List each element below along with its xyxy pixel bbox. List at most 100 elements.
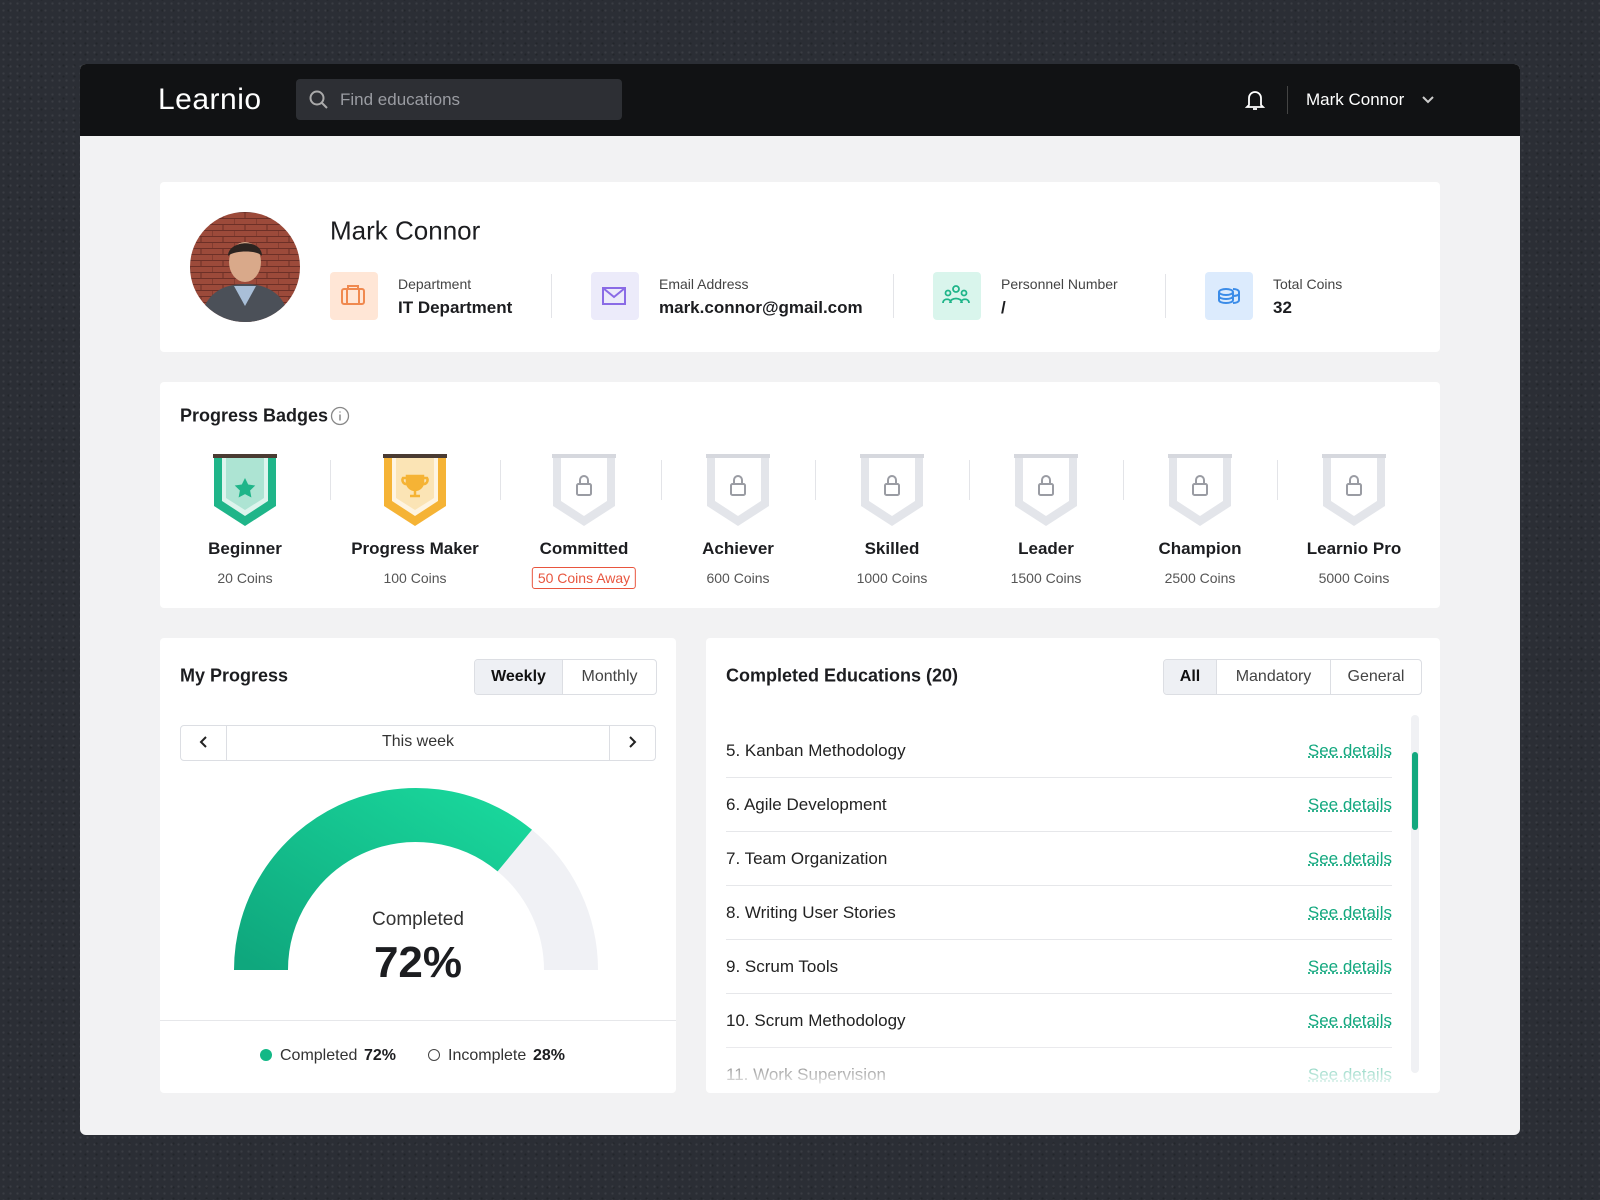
field-value: mark.connor@gmail.com [659,298,863,317]
badge-coins: 1000 Coins [856,570,928,586]
legend-dot [260,1049,272,1061]
badge-icon[interactable] [552,454,616,528]
scroll-thumb[interactable] [1412,752,1418,830]
badge-icon[interactable] [860,454,924,528]
field-icon [933,272,981,320]
badges-card [160,382,1440,608]
tab[interactable]: All [1164,660,1216,694]
gauge-arc [234,788,532,971]
field-label: Email Address [659,276,749,292]
period: This week [381,733,455,750]
gauge-arc [497,829,598,971]
badge-name: Achiever [702,539,774,558]
badge-icon[interactable] [1322,454,1386,528]
see-details[interactable]: See details [1307,849,1392,868]
education-list: 5. Kanban Methodology See details 6. Agile… [726,724,1392,1090]
badge-coins: 2500 Coins [1164,570,1236,586]
legend-value: 72% [364,1047,397,1064]
chevron[interactable] [1420,92,1436,108]
badge-coins: 100 Coins [383,570,447,586]
search-placeholder: Find educations [340,90,461,109]
field-value: IT Department [398,298,513,317]
list-fade [726,1040,1392,1090]
search-box[interactable] [296,79,622,120]
divider [661,460,662,500]
legend-name: Completed [280,1047,358,1064]
badge-coins: 50 Coins Away [531,567,637,589]
badge-coins: 20 Coins [217,570,273,586]
field-label: Department [398,276,472,292]
scrollbar[interactable] [1411,715,1419,1073]
badge-icon[interactable] [1168,454,1232,528]
row-divider [726,939,1392,940]
education-name: 9. Scrum Tools [726,957,839,976]
profile-card [160,182,1440,352]
bell-icon[interactable] [1244,88,1266,112]
row-divider [726,993,1392,994]
badge-name: Champion [1158,539,1242,558]
nav-divider [226,726,227,760]
avatar [190,212,300,322]
see-details[interactable]: See details [1307,903,1392,922]
badge-icon[interactable] [706,454,770,528]
see-details[interactable]: See details [1307,795,1392,814]
logo[interactable]: Learnio [158,83,262,116]
row-divider [726,777,1392,778]
education-name: 8. Writing User Stories [726,903,896,922]
badge-coins: 1500 Coins [1010,570,1082,586]
gauge-label: Completed [372,909,464,930]
legend-name: Incomplete [448,1047,527,1064]
badge-coins: 5000 Coins [1318,570,1390,586]
see-details[interactable]: See details [1307,1011,1392,1030]
badge-icon[interactable] [383,454,447,528]
divider [1287,86,1288,114]
tab[interactable]: Mandatory [1216,660,1330,694]
nav-divider [609,726,610,760]
legend-dot [428,1049,440,1061]
badge-icon[interactable] [213,454,277,528]
education-name: 7. Team Organization [726,849,888,868]
educations-card [706,638,1440,1093]
badges-title: Progress Badges [180,405,329,426]
next-button[interactable] [624,734,640,750]
education-name: 5. Kanban Methodology [726,741,906,760]
divider [500,460,501,500]
search-icon [309,90,328,109]
badge-name: Beginner [208,539,282,558]
divider [815,460,816,500]
week-nav [180,725,656,761]
divider [1123,460,1124,500]
field-label: Personnel Number [1001,276,1118,292]
see-details[interactable]: See details [1307,741,1392,760]
field-icon [1205,272,1253,320]
row-divider [726,885,1392,886]
field-value: / [1001,298,1006,317]
education-name: 10. Scrum Methodology [726,1011,906,1030]
field-label: Total Coins [1273,276,1343,292]
divider [330,460,331,500]
badge-name: Leader [1018,539,1074,558]
filters: All Mandatory General [1163,659,1422,695]
info-icon[interactable] [330,406,350,426]
legend-value: 28% [533,1047,566,1064]
educations-title: Completed Educations (20) [726,665,959,686]
gauge [234,788,598,971]
field-icon [330,272,378,320]
education-name: 6. Agile Development [726,795,887,814]
badge-icon[interactable] [1014,454,1078,528]
tab[interactable]: Monthly [562,660,656,694]
gauge-value: 72% [373,938,463,987]
profile-name: Mark Connor [330,215,481,246]
prev-button[interactable] [196,734,212,750]
field-icon [591,272,639,320]
badge-coins: 600 Coins [706,570,770,586]
see-details[interactable]: See details [1307,957,1392,976]
divider [551,274,552,318]
badge-name: Learnio Pro [1306,539,1402,558]
divider [160,1020,676,1021]
tab[interactable]: Weekly [475,660,562,694]
divider [1277,460,1278,500]
tab[interactable]: General [1330,660,1421,694]
user-name[interactable]: Mark Connor [1306,90,1405,109]
